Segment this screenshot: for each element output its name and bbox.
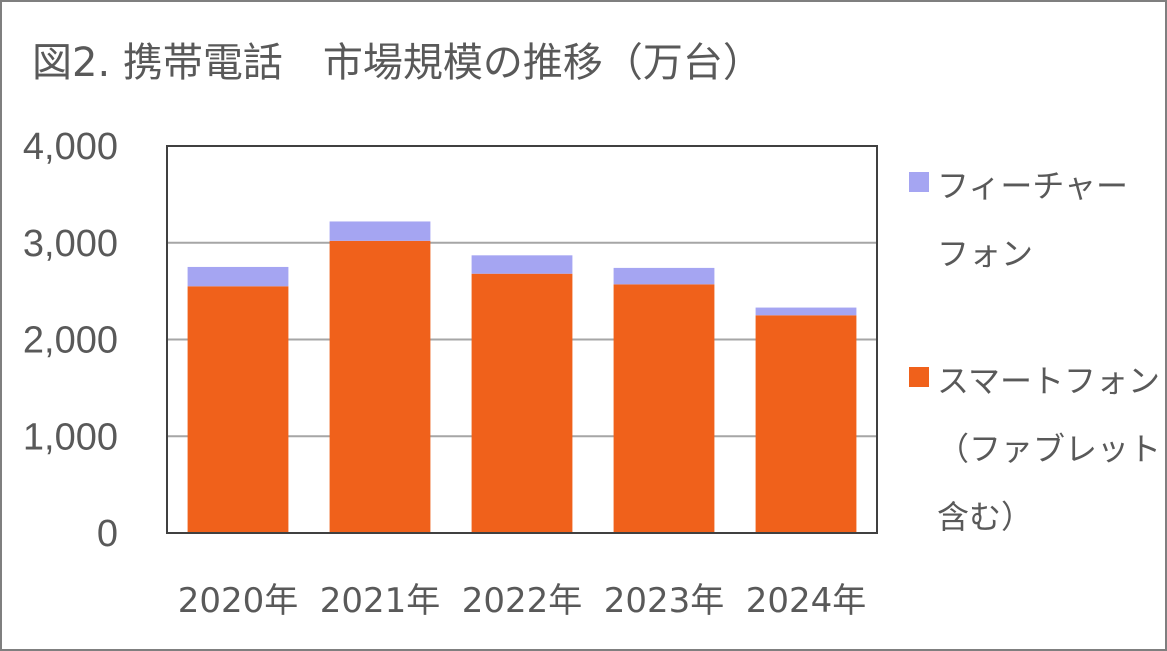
x-tick-label: 2021年 [320, 581, 441, 621]
y-tick-label: 4,000 [23, 126, 118, 168]
bar-segment-series-0 [471, 273, 573, 533]
bar-segment-series-1 [329, 221, 431, 241]
bar-segment-series-0 [613, 284, 715, 533]
legend-label: （ファブレット [937, 430, 1161, 468]
y-tick-label: 3,000 [23, 223, 118, 265]
legend-label: 含む） [937, 498, 1033, 536]
x-tick-label: 2023年 [604, 581, 725, 621]
legend-label: スマートフォン [937, 362, 1160, 400]
x-tick-label: 2024年 [746, 581, 867, 621]
y-tick-label: 0 [97, 513, 118, 555]
x-tick-label: 2022年 [462, 581, 583, 621]
y-tick-label: 1,000 [23, 416, 118, 458]
bar-segment-series-1 [755, 307, 857, 316]
y-tick-label: 2,000 [23, 320, 118, 362]
bar-segment-series-1 [187, 266, 289, 287]
plot-area-border [166, 145, 878, 534]
chart-title: 図2. 携帯電話 市場規模の推移（万台） [32, 40, 763, 86]
bar-segment-series-1 [613, 267, 715, 285]
legend-swatch [909, 367, 929, 387]
legend-label: フォン [937, 235, 1033, 273]
x-tick-label: 2020年 [178, 581, 299, 621]
bar-segment-series-0 [187, 286, 289, 533]
bar-segment-series-0 [329, 240, 431, 533]
legend-label: フィーチャー [937, 167, 1128, 205]
bar-segment-series-1 [471, 255, 573, 274]
legend-swatch [909, 172, 929, 192]
bar-segment-series-0 [755, 315, 857, 533]
